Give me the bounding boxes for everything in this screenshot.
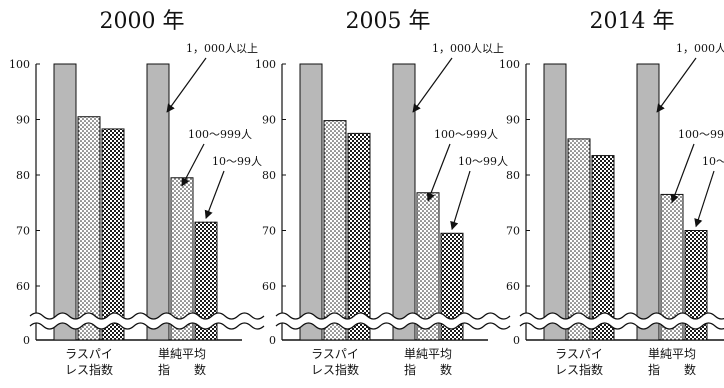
- annotation-arrow: [412, 57, 453, 113]
- series-annotation: 100～999人: [434, 128, 498, 141]
- axis-break-band: [276, 313, 510, 329]
- bar-series-small: [347, 132, 371, 341]
- bar-series-small: [440, 232, 464, 341]
- y-tick-label: 70: [506, 225, 520, 238]
- annotation-arrow: [181, 143, 205, 187]
- y-tick-label: 100: [9, 58, 30, 71]
- axis-break-line: [275, 322, 511, 330]
- bar-series-medium: [323, 120, 347, 341]
- y-tick-label: 100: [255, 58, 276, 71]
- category-label: 単純平均指 数: [158, 347, 206, 377]
- bar-series-small: [684, 230, 708, 341]
- y-tick-label: 0: [513, 334, 520, 347]
- axis-break-band: [30, 313, 264, 329]
- series-annotation: 100～999人: [188, 128, 252, 141]
- bar-series-small: [591, 155, 615, 341]
- axis-break-line: [29, 312, 265, 320]
- category-label: 単純平均指 数: [648, 347, 696, 377]
- axis-break-line: [519, 312, 724, 320]
- annotation-arrow: [694, 170, 715, 228]
- category-label: ラスパイレス指数: [311, 347, 359, 377]
- chart-panel-3: 2014 年 0 60 70 80 90 100 ラスパイレス指数 単純平均指 数 1，000人以…: [499, 9, 724, 377]
- bar-series-large: [543, 63, 567, 341]
- axis-break-line: [275, 312, 511, 320]
- series-annotation: 1，000人以上: [186, 42, 258, 55]
- bar-series-small: [194, 221, 218, 341]
- bar-series-large: [392, 63, 416, 341]
- y-tick-label: 70: [16, 225, 30, 238]
- bar-series-medium: [77, 116, 101, 341]
- series-annotation: 10～99人: [212, 155, 262, 168]
- y-tick-label: 80: [16, 169, 30, 182]
- bar-series-large: [299, 63, 323, 341]
- y-tick-label: 80: [506, 169, 520, 182]
- series-annotation: 10～99人: [458, 155, 508, 168]
- annotation-arrow: [426, 143, 451, 202]
- y-tick-label: 0: [269, 334, 276, 347]
- bar-series-medium: [567, 138, 591, 341]
- y-tick-label: 70: [262, 225, 276, 238]
- y-tick-label: 0: [23, 334, 30, 347]
- bar-series-large: [53, 63, 77, 341]
- series-annotation: 1，000人以上: [432, 42, 504, 55]
- y-tick-label: 90: [16, 114, 30, 127]
- y-tick-label: 60: [262, 280, 276, 293]
- axis-break-line: [519, 322, 724, 330]
- axis-break-line: [29, 322, 265, 330]
- y-tick-label: 80: [262, 169, 276, 182]
- y-tick-label: 90: [506, 114, 520, 127]
- y-tick-label: 60: [16, 280, 30, 293]
- annotation-arrow: [656, 57, 697, 113]
- chart-panel-1: 2000 年 0 60 70 80 90 100 ラスパイレス指数 単純平均指 数 1，000人以…: [9, 9, 265, 377]
- chart-panel-2: 2005 年 0 60 70 80 90 100 ラスパイレス指数 単純平均指 数 1，000人以…: [255, 9, 511, 377]
- category-label: ラスパイレス指数: [555, 347, 603, 377]
- chart-title: 2000 年: [100, 9, 185, 34]
- bar-series-large: [146, 63, 170, 341]
- annotation-arrow: [450, 170, 471, 231]
- chart-title: 2005 年: [346, 9, 431, 34]
- annotation-arrow: [670, 143, 695, 204]
- y-tick-label: 100: [499, 58, 520, 71]
- bar-series-large: [636, 63, 660, 341]
- annotation-arrow: [204, 170, 225, 219]
- category-label: 単純平均指 数: [404, 347, 452, 377]
- y-tick-label: 60: [506, 280, 520, 293]
- y-tick-label: 90: [262, 114, 276, 127]
- series-annotation: 100～999人: [678, 128, 724, 141]
- category-label: ラスパイレス指数: [65, 347, 113, 377]
- chart-title: 2014 年: [590, 9, 675, 34]
- series-annotation: 10～99人: [702, 155, 724, 168]
- annotation-arrow: [166, 57, 207, 113]
- bar-series-small: [101, 128, 125, 341]
- series-annotation: 1，000人以上: [676, 42, 724, 55]
